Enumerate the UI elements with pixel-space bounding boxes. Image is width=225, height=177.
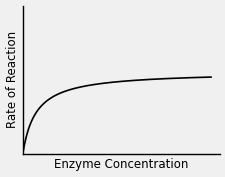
Y-axis label: Rate of Reaction: Rate of Reaction: [6, 31, 18, 129]
X-axis label: Enzyme Concentration: Enzyme Concentration: [54, 158, 188, 172]
